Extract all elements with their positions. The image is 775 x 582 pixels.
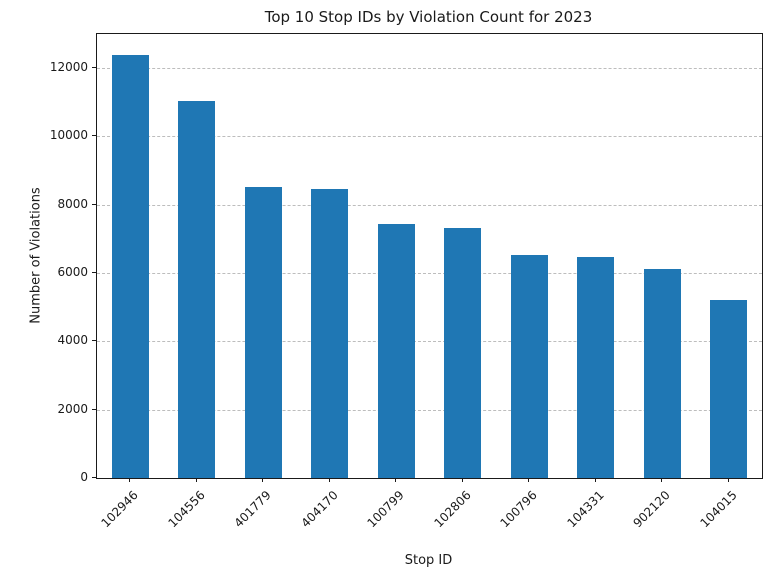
y-tick-label: 0 — [80, 470, 88, 484]
x-tick-label: 401779 — [231, 488, 275, 531]
gridline — [97, 204, 762, 206]
y-tick-label: 10000 — [49, 128, 88, 143]
x-tick-label: 104015 — [697, 488, 740, 531]
bar — [510, 255, 548, 478]
x-tick-label: 102946 — [98, 488, 142, 531]
x-tick-mark — [727, 478, 729, 482]
gridline — [97, 273, 762, 275]
bar — [444, 228, 482, 478]
x-axis-label: Stop ID — [404, 553, 453, 568]
bar — [244, 187, 282, 478]
x-tick-label: 102806 — [431, 488, 474, 531]
y-tick-mark — [92, 272, 96, 274]
chart-title: Top 10 Stop IDs by Violation Count for 2… — [264, 8, 593, 26]
x-tick-mark — [195, 478, 197, 482]
y-tick-mark — [92, 67, 96, 69]
x-tick-mark — [528, 478, 530, 482]
y-tick-mark — [92, 135, 96, 137]
plot-area — [96, 33, 763, 479]
gridline — [97, 68, 762, 70]
x-tick-label: 100796 — [497, 488, 541, 531]
y-tick-label: 8000 — [57, 196, 88, 211]
gridline — [97, 409, 762, 411]
x-tick-label: 902120 — [630, 488, 674, 531]
bar — [577, 257, 615, 478]
gridline — [97, 136, 762, 138]
y-tick-label: 4000 — [57, 333, 88, 348]
y-tick-label: 2000 — [57, 401, 88, 416]
gridline — [97, 341, 762, 343]
x-tick-label: 104331 — [564, 488, 607, 531]
x-tick-mark — [262, 478, 264, 482]
y-tick-mark — [92, 203, 96, 205]
y-tick-mark — [92, 408, 96, 410]
x-tick-mark — [594, 478, 596, 482]
bar — [710, 299, 748, 478]
y-tick-mark — [92, 340, 96, 342]
x-tick-label: 104556 — [165, 488, 208, 531]
y-tick-label: 12000 — [49, 60, 88, 75]
x-tick-mark — [328, 478, 330, 482]
x-tick-label: 404170 — [298, 488, 341, 531]
x-tick-mark — [461, 478, 463, 482]
y-tick-mark — [92, 477, 96, 478]
y-tick-label: 6000 — [57, 265, 88, 280]
x-tick-mark — [395, 478, 397, 482]
bar — [643, 269, 681, 478]
x-tick-mark — [661, 478, 663, 482]
bar — [178, 100, 216, 478]
bar — [311, 188, 349, 478]
bar — [377, 223, 415, 478]
x-tick-label: 100799 — [364, 488, 408, 531]
x-tick-mark — [129, 478, 131, 482]
bar — [111, 54, 149, 478]
